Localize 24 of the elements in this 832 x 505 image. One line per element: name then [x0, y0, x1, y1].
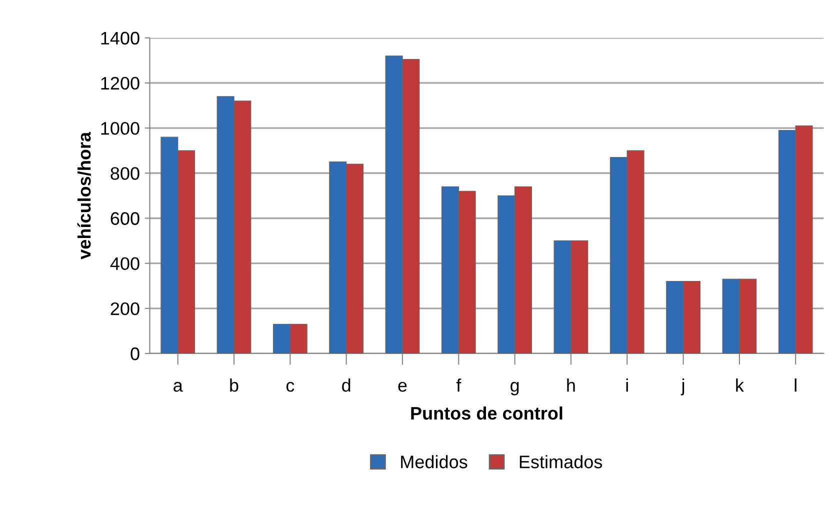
- x-tick-label: d: [342, 378, 350, 392]
- y-tick-label: 400: [110, 257, 140, 270]
- x-tick-label: a: [174, 382, 183, 392]
- x-tick-label: j: [680, 378, 684, 396]
- y-tick-label: 800: [110, 167, 140, 180]
- y-tick-label: 200: [110, 302, 140, 316]
- x-tick-label: f: [456, 378, 462, 392]
- y-tick-label: 600: [110, 212, 140, 225]
- x-tick-label: b: [230, 378, 238, 392]
- x-tick-label: l: [794, 378, 796, 392]
- legend-label: Medidos: [401, 455, 468, 468]
- y-tick-label: 1200: [101, 76, 140, 90]
- x-tick-label: e: [398, 382, 407, 392]
- y-tick-label: 1000: [101, 122, 140, 135]
- x-tick-label: h: [567, 378, 575, 392]
- x-tick-label: c: [286, 382, 294, 392]
- x-tick-label: k: [736, 378, 744, 392]
- y-tick-label: 0: [130, 347, 140, 360]
- x-axis-title: Puntos de control: [411, 406, 562, 420]
- y-axis-title: vehículos/hora: [77, 132, 91, 260]
- x-tick-label: i: [626, 378, 628, 392]
- y-tick-label: 1400: [101, 32, 140, 45]
- legend-label: Estimados: [520, 455, 602, 468]
- x-tick-label: g: [510, 382, 519, 396]
